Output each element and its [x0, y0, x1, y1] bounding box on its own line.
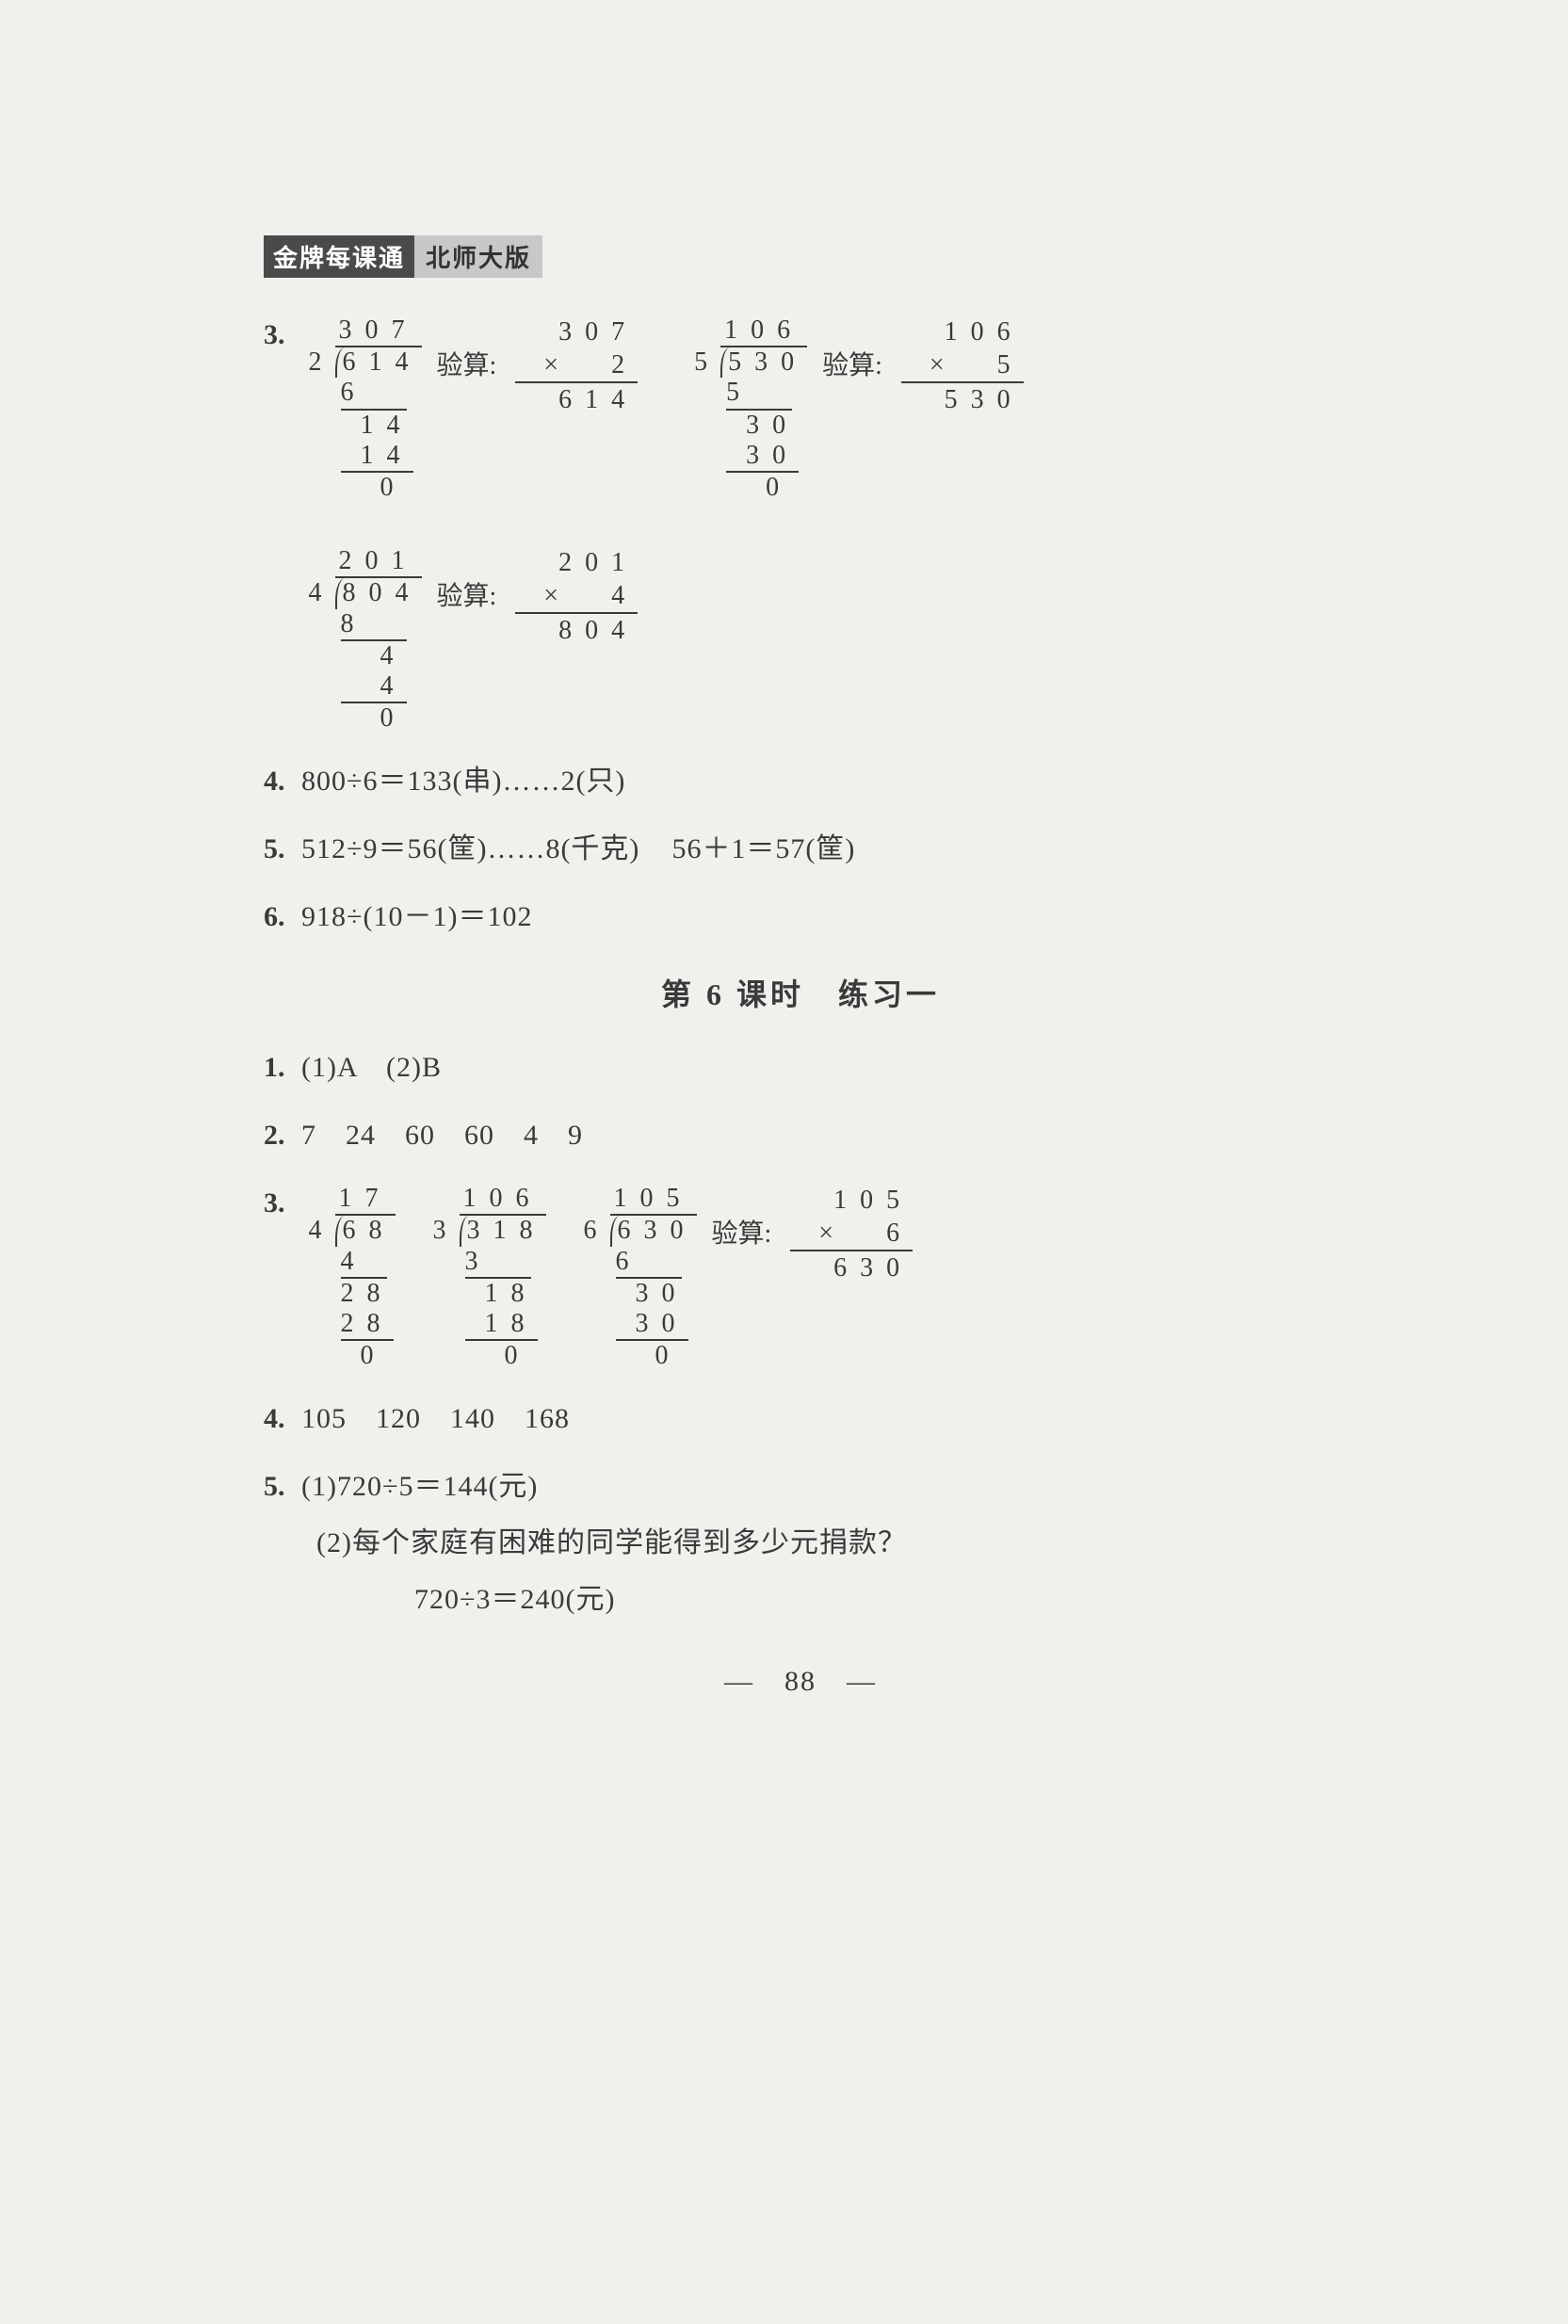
q4-values: 105 120 140 168: [301, 1403, 570, 1434]
problem-6: 6.918÷(10－1)＝102: [264, 897, 1337, 937]
longdiv-614-2: 30726146 14 14 0: [309, 315, 422, 503]
problem-number: 5.: [264, 1467, 301, 1507]
q5-line1: (1)720÷5＝144(元): [301, 1471, 538, 1502]
problem-text: 800÷6＝133(串)……2(只): [301, 766, 625, 797]
check-804: 201× 4804: [515, 546, 638, 647]
problem-number: 6.: [264, 897, 301, 937]
header-badge: 金牌每课通 北师大版: [264, 235, 542, 278]
longdiv-530-5: 10655305 30 30 0: [694, 315, 807, 503]
q1: 1.(1)A (2)B: [264, 1048, 1337, 1088]
problem-number: 3.: [264, 315, 301, 355]
verify-label: 验算:: [822, 347, 882, 384]
problem-text: (1)A (2)B: [301, 1052, 442, 1083]
section-title: 第 6 课时 练习一: [264, 971, 1337, 1014]
problem-number: 4.: [264, 1399, 301, 1439]
badge-dark: 金牌每课通: [264, 235, 414, 278]
problem-4: 4.800÷6＝133(串)……2(只): [264, 762, 1337, 801]
page-number: — 88 —: [264, 1657, 1337, 1699]
longdiv-804-4: 20148048 4 4 0: [309, 546, 422, 734]
verify-label: 验算:: [437, 578, 497, 615]
q5-line2: (2)每个家庭有困难的同学能得到多少元捐款？: [264, 1524, 1337, 1563]
q5-line3: 720÷3＝240(元): [264, 1580, 1337, 1620]
q3: 3. 174684 2828 0 10633183 18 18 0 105663…: [264, 1184, 1337, 1371]
longdiv-68-4: 174684 2828 0: [309, 1184, 396, 1371]
verify-label: 验算:: [712, 1216, 772, 1252]
problem-text: 512÷9＝56(筐)……8(千克): [301, 833, 639, 864]
check-614: 307× 2614: [515, 315, 638, 416]
page-content: 金牌每课通 北师大版 3. 30726146 14 14 0 验算: 307× …: [264, 235, 1337, 1699]
problem-number: 5.: [264, 830, 301, 869]
check-630: 105× 6630: [790, 1184, 913, 1284]
problem-5: 5.512÷9＝56(筐)……8(千克) 56＋1＝57(筐): [264, 830, 1337, 869]
q5: 5.(1)720÷5＝144(元) (2)每个家庭有困难的同学能得到多少元捐款？…: [264, 1467, 1337, 1620]
problem-text: 56＋1＝57(筐): [671, 833, 855, 864]
problem-number: 4.: [264, 762, 301, 801]
q2-values: 7 24 60 60 4 9: [301, 1120, 583, 1151]
problem-number: 3.: [264, 1184, 301, 1223]
q2: 2.7 24 60 60 4 9: [264, 1116, 1337, 1155]
p3-c: 20148048 4 4 0 验算: 201× 4804: [309, 546, 639, 734]
p3-b: 10655305 30 30 0 验算: 106× 5530: [694, 315, 1024, 503]
longdiv-630-6: 10566306 30 30 0: [584, 1184, 697, 1371]
check-530: 106× 5530: [901, 315, 1024, 416]
problem-text: 918÷(10－1)＝102: [301, 901, 532, 932]
problem-number: 2.: [264, 1116, 301, 1155]
problem-3: 3. 30726146 14 14 0 验算: 307× 2614 106553…: [264, 315, 1337, 734]
verify-label: 验算:: [437, 347, 497, 384]
q4: 4.105 120 140 168: [264, 1399, 1337, 1439]
p3-a: 30726146 14 14 0 验算: 307× 2614: [309, 315, 639, 503]
longdiv-318-3: 10633183 18 18 0: [433, 1184, 546, 1371]
problem-number: 1.: [264, 1048, 301, 1088]
badge-light: 北师大版: [414, 235, 542, 278]
